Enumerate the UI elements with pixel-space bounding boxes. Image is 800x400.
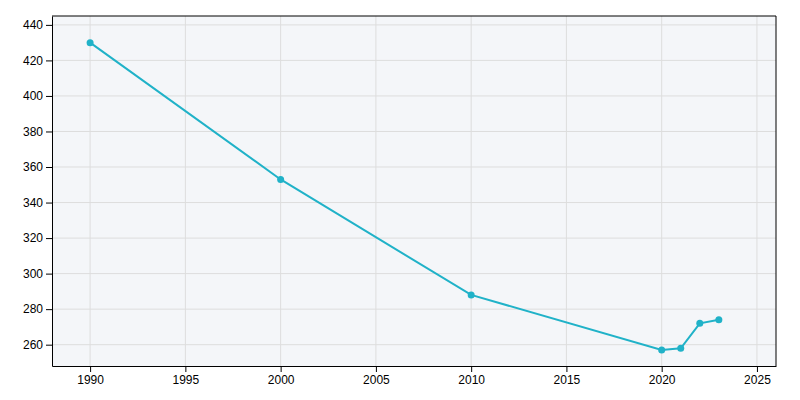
frame-line (52, 16, 776, 17)
tick: 400 (23, 89, 52, 103)
tick-mark (566, 366, 567, 372)
grid-line (90, 16, 91, 366)
tick-mark (46, 238, 52, 239)
grid-line (52, 60, 776, 61)
grid-line (471, 16, 472, 366)
tick: 360 (23, 160, 52, 174)
tick-label: 300 (23, 267, 43, 281)
tick: 440 (23, 18, 52, 32)
tick-mark (662, 366, 663, 372)
tick-mark (376, 366, 377, 372)
tick-mark (90, 366, 91, 372)
point (715, 316, 722, 323)
tick: 2005 (363, 366, 390, 387)
grid-line (566, 16, 567, 366)
tick: 2015 (554, 366, 581, 387)
grid-line (52, 273, 776, 274)
point (87, 39, 94, 46)
series (87, 39, 723, 353)
tick: 300 (23, 267, 52, 281)
grid-line (375, 16, 376, 366)
grid-line (52, 344, 776, 345)
point (658, 347, 665, 354)
tick: 2025 (744, 366, 771, 387)
grid-line (52, 202, 776, 203)
tick-mark (46, 274, 52, 275)
grid-line (52, 238, 776, 239)
tick-mark (46, 131, 52, 132)
tick-mark (46, 96, 52, 97)
tick-mark (46, 25, 52, 26)
tick: 2020 (649, 366, 676, 387)
grid-line (280, 16, 281, 366)
grid-line (52, 309, 776, 310)
tick-mark (46, 345, 52, 346)
tick: 2010 (458, 366, 485, 387)
grid-line (756, 16, 757, 366)
tick: 420 (23, 54, 52, 68)
tick: 260 (23, 338, 52, 352)
tick-mark (471, 366, 472, 372)
plot-background (52, 16, 776, 366)
tick-label: 420 (23, 54, 43, 68)
tick-label: 340 (23, 196, 43, 210)
point (277, 176, 284, 183)
tick-mark (46, 60, 52, 61)
tick: 2000 (268, 366, 295, 387)
tick-label: 1990 (77, 373, 104, 387)
tick-mark (46, 203, 52, 204)
frame-line (776, 16, 777, 366)
point (468, 291, 475, 298)
grid-line (185, 16, 186, 366)
tick-mark (46, 167, 52, 168)
tick: 340 (23, 196, 52, 210)
y-axis: 260 280 300 320 340 360 380 400 420 440 (23, 17, 53, 367)
x-axis: 1990 1995 2000 2005 2010 2015 2020 2025 (53, 366, 777, 387)
tick-label: 2025 (744, 373, 771, 387)
grid-line (52, 24, 776, 25)
tick-label: 440 (23, 18, 43, 32)
tick-mark (757, 366, 758, 372)
tick-label: 2000 (268, 373, 295, 387)
tick: 1995 (173, 366, 200, 387)
point (677, 345, 684, 352)
tick-label: 2015 (554, 373, 581, 387)
grid-line (52, 131, 776, 132)
point (696, 320, 703, 327)
tick-label: 360 (23, 160, 43, 174)
tick-label: 320 (23, 231, 43, 245)
tick-label: 280 (23, 302, 43, 316)
tick-label: 380 (23, 125, 43, 139)
tick: 1990 (77, 366, 104, 387)
tick-mark (46, 309, 52, 310)
tick-label: 2020 (649, 373, 676, 387)
tick: 320 (23, 231, 52, 245)
grid-line (661, 16, 662, 366)
chart: 1990 1995 2000 2005 2010 2015 2020 2025 260 280 30… (0, 0, 800, 400)
tick-mark (185, 366, 186, 372)
tick: 280 (23, 302, 52, 316)
tick: 380 (23, 125, 52, 139)
tick-label: 2010 (458, 373, 485, 387)
grid-line (52, 95, 776, 96)
line (90, 43, 719, 350)
grid-line (52, 167, 776, 168)
tick-label: 400 (23, 89, 43, 103)
tick-label: 260 (23, 338, 43, 352)
tick-label: 2005 (363, 373, 390, 387)
tick-mark (281, 366, 282, 372)
axis-line (52, 17, 53, 367)
grid (52, 16, 776, 366)
tick-label: 1995 (173, 373, 200, 387)
plot: 1990 1995 2000 2005 2010 2015 2020 2025 260 280 30… (23, 16, 777, 387)
axis-line (53, 366, 777, 367)
